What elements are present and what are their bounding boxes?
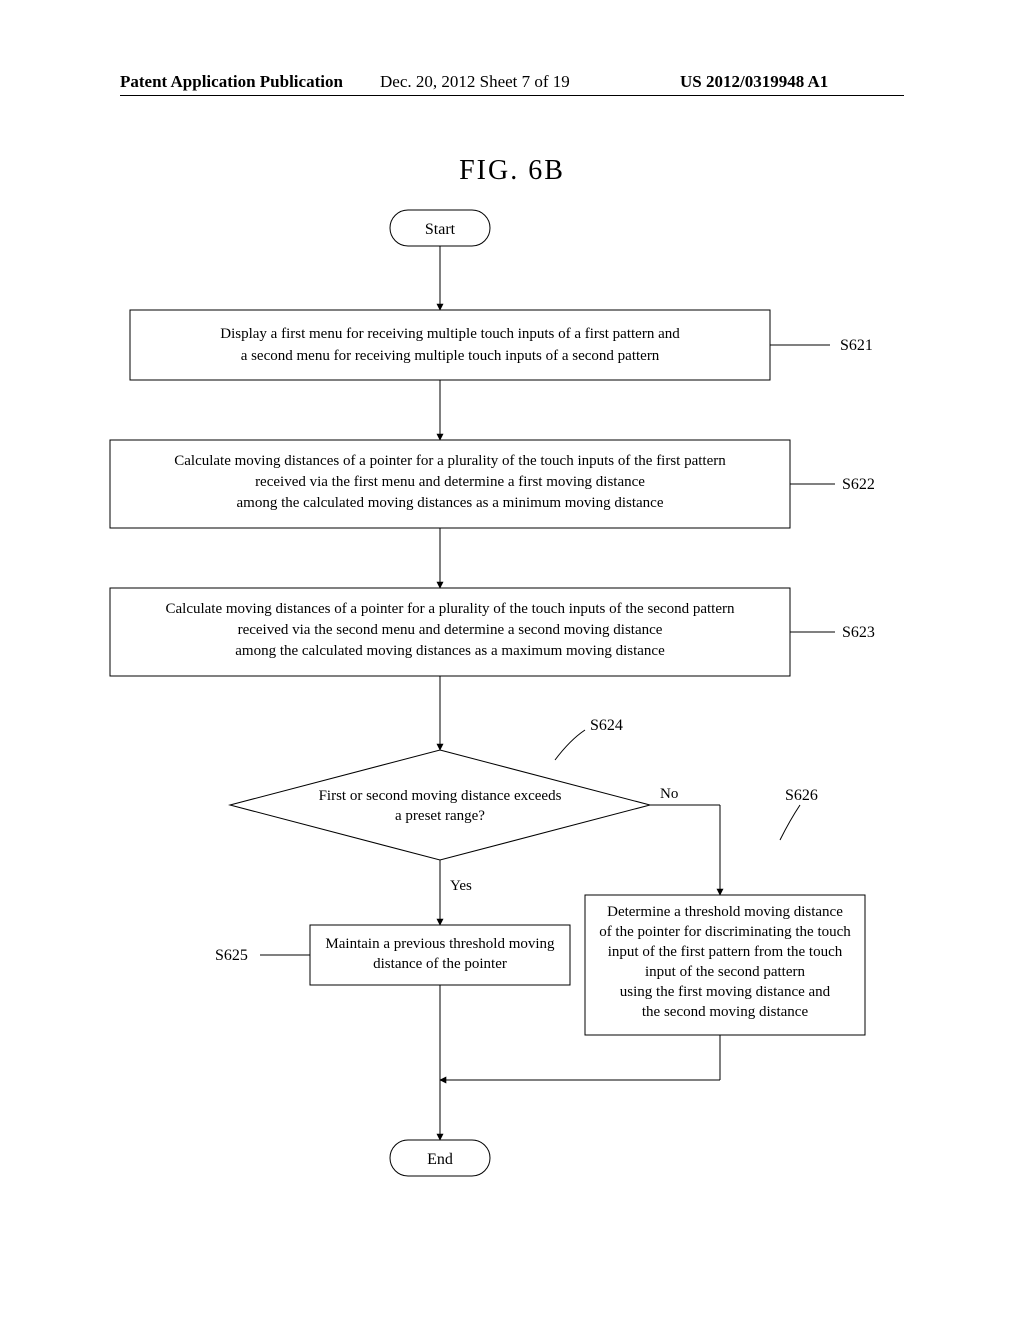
s621-line1: Display a first menu for receiving multi… [220, 326, 680, 342]
step-s625: Maintain a previous threshold moving dis… [310, 925, 570, 985]
s625-line2: distance of the pointer [373, 956, 507, 972]
s625-line1: Maintain a previous threshold moving [325, 936, 555, 952]
s623-line3: among the calculated moving distances as… [235, 643, 665, 659]
s622-line1: Calculate moving distances of a pointer … [174, 453, 726, 469]
flowchart: Start Display a first menu for receiving… [80, 200, 944, 1280]
header-center: Dec. 20, 2012 Sheet 7 of 19 [380, 72, 570, 92]
label-s623: S623 [842, 624, 875, 641]
label-s622: S622 [842, 476, 875, 493]
s626-line4: input of the second pattern [645, 964, 805, 980]
start-label: Start [425, 221, 456, 238]
s621-line2: a second menu for receiving multiple tou… [241, 348, 660, 364]
s626-line5: using the first moving distance and [620, 984, 831, 1000]
s626-line6: the second moving distance [642, 1004, 809, 1020]
s622-line3: among the calculated moving distances as… [237, 495, 664, 511]
step-s626: Determine a threshold moving distance of… [585, 895, 865, 1035]
header-rule [120, 95, 904, 96]
step-s622: Calculate moving distances of a pointer … [110, 440, 790, 528]
end-terminal: End [390, 1140, 490, 1176]
s626-line1: Determine a threshold moving distance [607, 904, 843, 920]
leader-s624 [555, 730, 585, 760]
start-terminal: Start [390, 210, 490, 246]
end-label: End [427, 1151, 453, 1168]
branch-no: No [660, 786, 678, 802]
s623-line2: received via the second menu and determi… [238, 622, 663, 638]
figure-title: FIG. 6B [0, 155, 1024, 187]
label-s621: S621 [840, 337, 873, 354]
step-s623: Calculate moving distances of a pointer … [110, 588, 790, 676]
s626-line2: of the pointer for discriminating the to… [599, 924, 851, 940]
s623-line1: Calculate moving distances of a pointer … [165, 601, 735, 617]
label-s624: S624 [590, 717, 623, 734]
s622-line2: received via the first menu and determin… [255, 474, 645, 490]
step-s621: Display a first menu for receiving multi… [130, 310, 770, 380]
s624-line2: a preset range? [395, 808, 485, 824]
header-left: Patent Application Publication [120, 72, 343, 92]
s624-line1: First or second moving distance exceeds [319, 788, 562, 804]
decision-s624: First or second moving distance exceeds … [230, 750, 650, 860]
header-right: US 2012/0319948 A1 [680, 72, 828, 92]
label-s625: S625 [215, 947, 248, 964]
s626-line3: input of the first pattern from the touc… [608, 944, 843, 960]
branch-yes: Yes [450, 878, 472, 894]
leader-s626 [780, 805, 800, 840]
label-s626: S626 [785, 787, 818, 804]
